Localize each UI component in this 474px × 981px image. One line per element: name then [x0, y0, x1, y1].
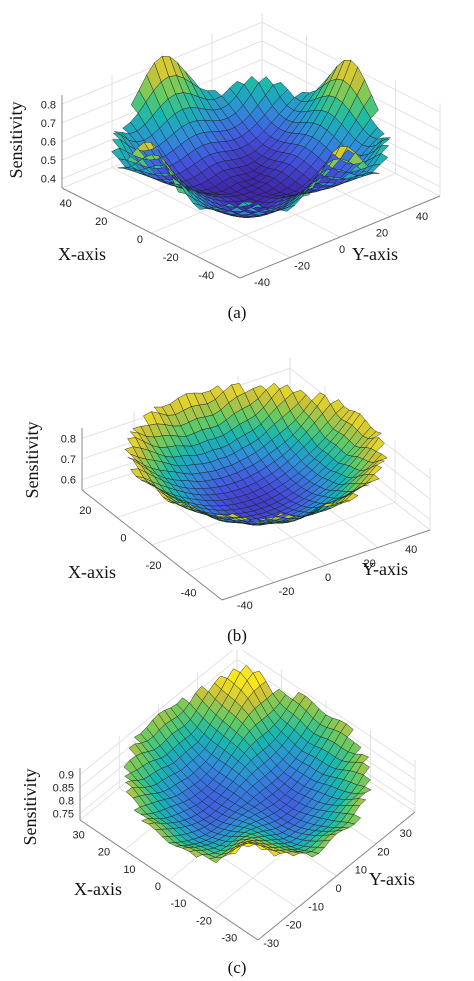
- x-tick-label: -20: [163, 252, 179, 264]
- surface-mesh: [124, 382, 388, 526]
- x-axis-line: [61, 187, 241, 279]
- surface-facet: [267, 849, 281, 857]
- y-tick-label: 0: [335, 883, 341, 895]
- y-tick-label: 20: [376, 228, 388, 240]
- x-tick-label: -40: [181, 587, 197, 599]
- z-tick-label: 0.5: [41, 155, 56, 167]
- y-tick-label: -10: [308, 901, 324, 913]
- z-tick-label: 0.85: [53, 783, 74, 795]
- y-tick-label: 10: [355, 865, 367, 877]
- y-tick-label: 20: [377, 846, 389, 858]
- x-axis-label: X-axis: [58, 244, 106, 264]
- z-tick-label: 0.9: [59, 770, 74, 782]
- surface-facet: [189, 850, 203, 858]
- y-tick-label: -20: [294, 260, 310, 272]
- z-tick-label: 0.75: [53, 809, 74, 821]
- surface-plot-c: 0.750.80.850.9 30 20 10 0 -10 -20 -30 -30 -20 -10 0…: [20, 640, 416, 950]
- x-tick-label: -20: [196, 915, 212, 927]
- z-tick-label: 0.4: [41, 174, 56, 186]
- y-tick-label: 40: [416, 211, 428, 223]
- z-tick-label: 0.8: [61, 433, 76, 445]
- x-axis-label: X-axis: [68, 562, 116, 582]
- x-axis-label: X-axis: [74, 879, 122, 899]
- y-tick-label: 30: [400, 828, 412, 840]
- x-axis-line: [79, 819, 259, 941]
- surface-mesh: [111, 56, 391, 218]
- z-tick-label: 0.7: [41, 118, 56, 130]
- z-axis-label: Sensitivity: [6, 101, 26, 178]
- surface-facet: [248, 524, 262, 526]
- y-tick-label: 0: [339, 244, 345, 256]
- x-tick-label: -10: [171, 898, 187, 910]
- z-tick-label: 0.8: [41, 99, 56, 111]
- surface-facet: [305, 851, 319, 858]
- z-axis-label: Sensitivity: [22, 421, 42, 498]
- tick-labels: 0.6 0.7 0.8 20 0 -20 -40 -40 -20 0 20 40: [61, 433, 418, 612]
- surface-plot-a: 0.4 0.5 0.6 0.7 0.8 40 20 0 -20 -40 -40 -20 0 20 40 Sen…: [6, 13, 441, 289]
- y-tick-label: -40: [254, 277, 270, 289]
- surface-mesh: [123, 664, 372, 863]
- surface-plot-b: 0.6 0.7 0.8 20 0 -20 -40 -40 -20 0 20 40 Sensitivity…: [22, 358, 431, 612]
- y-axis-label: Y-axis: [352, 244, 398, 264]
- x-tick-label: 20: [98, 847, 110, 859]
- panel-c: 0.75 0.8 0.85 0.9 30 20 10 0 -10 -20 -30 -30 -20 -10 0…: [0, 640, 474, 950]
- x-tick-label: 20: [95, 216, 107, 228]
- z-tick-label: 0.6: [41, 137, 56, 149]
- x-tick-label: -30: [221, 932, 237, 944]
- x-tick-label: 30: [72, 830, 84, 842]
- y-tick-label: 20: [363, 558, 375, 570]
- x-tick-label: 40: [60, 198, 72, 210]
- panel-a: 0.4 0.5 0.6 0.7 0.8 40 20 0 -20 -40 -40 -20 0 20 40 Sen…: [0, 0, 474, 300]
- x-tick-label: -40: [198, 270, 214, 282]
- y-tick-label: -20: [278, 586, 294, 598]
- tick-labels: 0.750.80.850.9 30 20 10 0 -10 -20 -30 -30 -20 -10 0…: [53, 770, 412, 950]
- z-axis-label: Sensitivity: [20, 768, 40, 845]
- x-tick-label: -20: [146, 560, 162, 572]
- y-axis-label: Y-axis: [362, 559, 408, 579]
- x-tick-label: 0: [120, 532, 126, 544]
- y-axis-label: Y-axis: [369, 869, 415, 889]
- surface-facet: [238, 216, 254, 218]
- x-tick-label: 20: [79, 505, 91, 517]
- y-axis-line: [221, 529, 431, 601]
- surface-facet: [286, 851, 300, 857]
- surface-facet: [209, 857, 223, 863]
- z-tick-label: 0.6: [61, 475, 76, 487]
- x-tick-label: 0: [155, 881, 161, 893]
- z-tick-label: 0.7: [61, 454, 76, 466]
- z-tick-label: 0.8: [59, 796, 74, 808]
- y-tick-label: -40: [237, 600, 253, 612]
- caption-b: (b): [227, 626, 247, 645]
- y-tick-label: -30: [263, 938, 279, 950]
- y-axis-line: [239, 195, 441, 279]
- y-tick-label: 40: [405, 544, 417, 556]
- caption-c: (c): [227, 958, 247, 977]
- x-tick-label: 10: [123, 864, 135, 876]
- tick-labels: 0.4 0.5 0.6 0.7 0.8 40 20 0 -20 -40 -40 -20 0 20 40: [41, 99, 428, 288]
- x-tick-label: 0: [137, 234, 143, 246]
- y-tick-label: 0: [325, 572, 331, 584]
- panel-b: 0.6 0.7 0.8 20 0 -20 -40 -40 -20 0 20 40 Sensitivity…: [0, 330, 474, 640]
- y-axis-line: [257, 811, 416, 941]
- caption-a: (a): [227, 303, 247, 322]
- y-tick-label: -20: [286, 920, 302, 932]
- x-axis-line: [81, 489, 223, 601]
